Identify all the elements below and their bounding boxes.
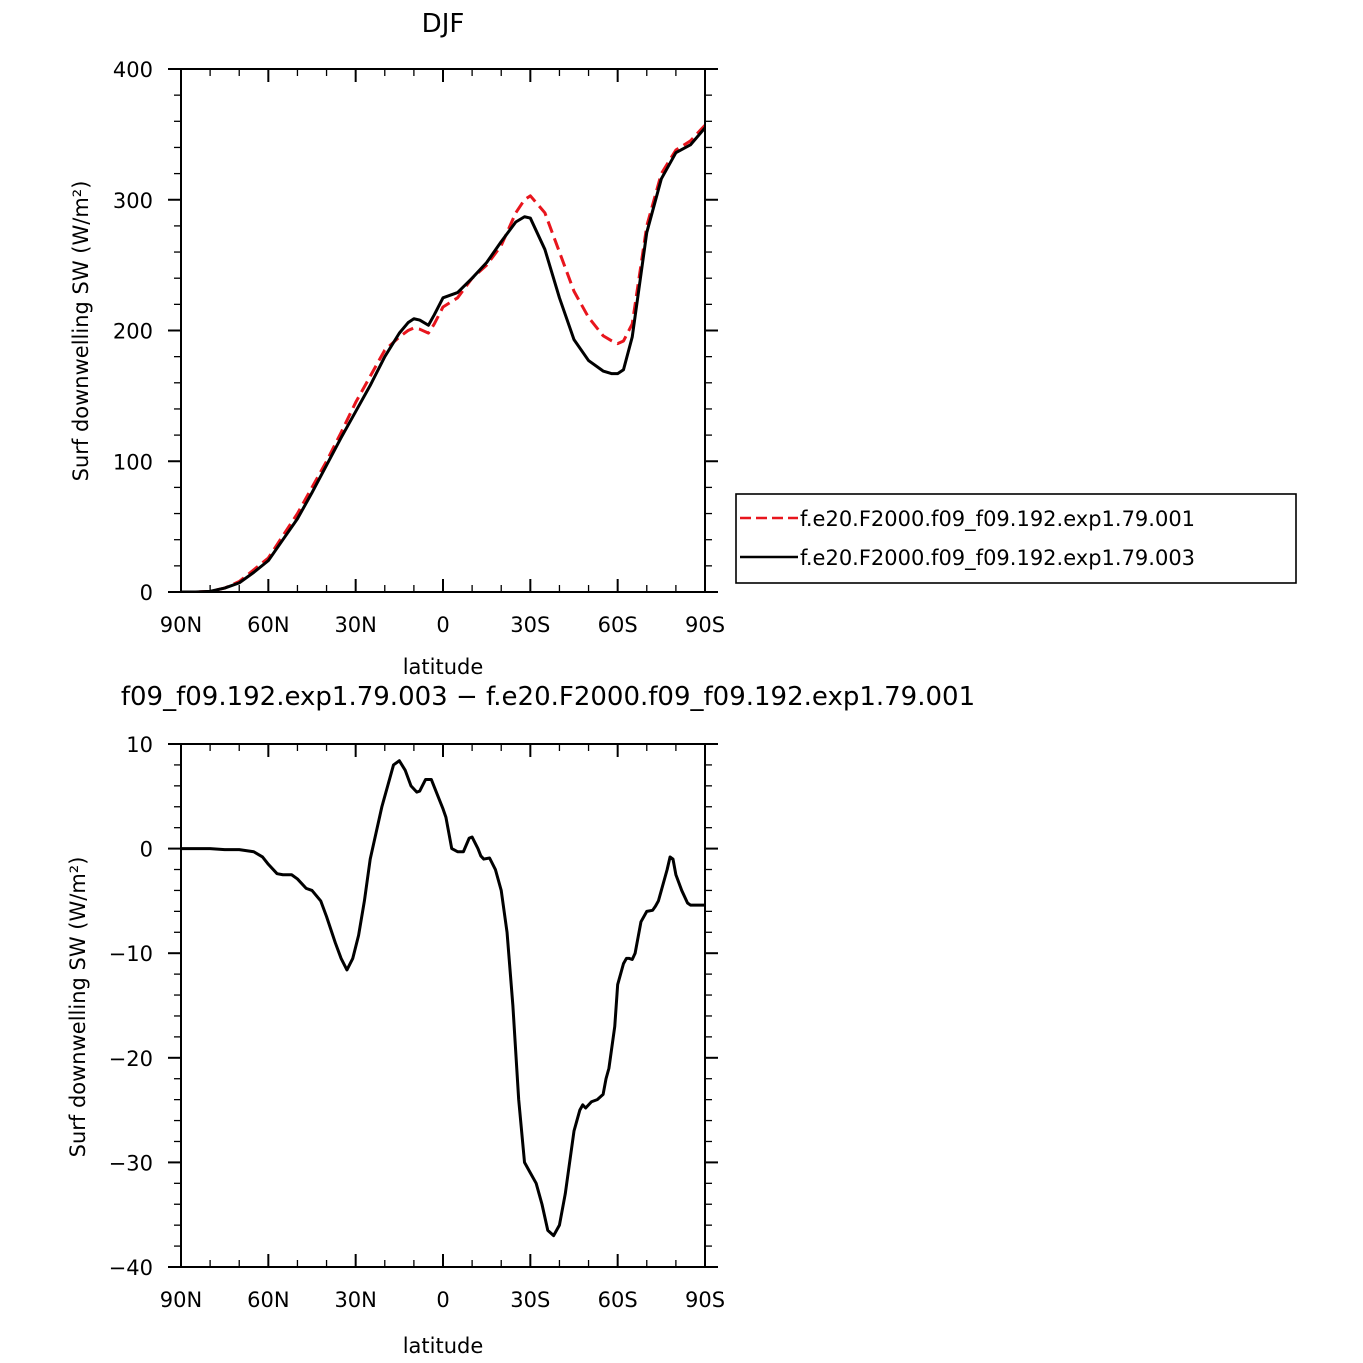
legend-label-001: f.e20.F2000.f09_f09.192.exp1.79.001	[800, 507, 1195, 532]
bottom-ytick-label: 10	[126, 733, 153, 757]
top-series-2	[181, 126, 705, 592]
bottom-ytick-label: 0	[140, 838, 153, 862]
bottom-ytick-label: −30	[109, 1151, 153, 1175]
bottom-plot-area: 90N 60N 30N 0 30S 60S 90S 10 0 −10 −20 −30 −40	[109, 733, 725, 1312]
top-ytick-label: 0	[140, 581, 153, 605]
top-plot-area: 90N 60N 30N 0 30S 60S 90S 0 100 200 300 400	[113, 58, 725, 637]
bottom-xtick-label: 90N	[160, 1288, 202, 1312]
top-xtick-label: 90S	[685, 613, 725, 637]
bottom-xtick-label: 30S	[510, 1288, 550, 1312]
bottom-chart-title: f09_f09.192.exp1.79.003 − f.e20.F2000.f0…	[121, 682, 975, 712]
bottom-ytick-label: −20	[109, 1047, 153, 1071]
top-xtick-label: 60N	[247, 613, 289, 637]
top-x-axis-label: latitude	[403, 655, 484, 679]
bottom-xtick-label: 0	[436, 1288, 449, 1312]
top-frame	[180, 68, 706, 593]
bottom-series-1	[181, 759, 705, 1238]
bottom-x-axis-label: latitude	[403, 1334, 484, 1358]
top-ytick-label: 200	[113, 320, 153, 344]
bottom-frame	[180, 743, 706, 1268]
top-ytick-label: 400	[113, 58, 153, 82]
top-xtick-label: 60S	[598, 613, 638, 637]
bottom-panel: f09_f09.192.exp1.79.003 − f.e20.F2000.f0…	[66, 682, 975, 1358]
top-xtick-label: 30S	[510, 613, 550, 637]
bottom-y-axis-label: Surf downwelling SW (W/m²)	[66, 857, 90, 1158]
legend: f.e20.F2000.f09_f09.192.exp1.79.001 f.e2…	[735, 493, 1297, 584]
legend-box	[735, 493, 1297, 584]
top-xtick-label: 90N	[160, 613, 202, 637]
top-chart-title: DJF	[422, 9, 465, 39]
bottom-xtick-label: 60S	[598, 1288, 638, 1312]
top-xtick-label: 30N	[334, 613, 376, 637]
bottom-xtick-label: 90S	[685, 1288, 725, 1312]
top-y-axis-label: Surf downwelling SW (W/m²)	[69, 181, 93, 482]
bottom-xtick-label: 60N	[247, 1288, 289, 1312]
legend-label-003: f.e20.F2000.f09_f09.192.exp1.79.003	[800, 546, 1195, 571]
top-xtick-label: 0	[436, 613, 449, 637]
bottom-xtick-label: 30N	[334, 1288, 376, 1312]
top-series-1	[181, 124, 705, 592]
bottom-ytick-label: −40	[109, 1256, 153, 1280]
bottom-ytick-label: −10	[109, 942, 153, 966]
top-panel: DJF 90N 60N 30N 0 30S 60S 90S 0 100 200 300 400 lat…	[69, 9, 725, 679]
top-ytick-label: 300	[113, 189, 153, 213]
top-ytick-label: 100	[113, 450, 153, 474]
